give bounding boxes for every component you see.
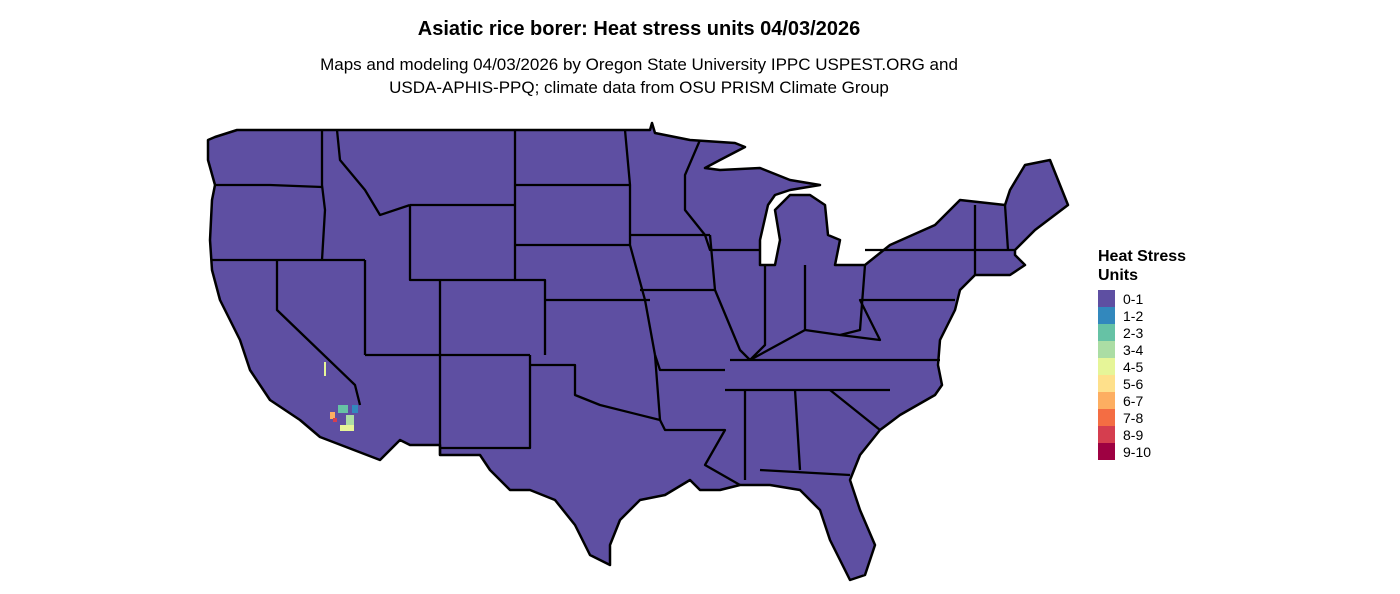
legend-swatch [1098, 358, 1115, 375]
legend-swatch [1098, 324, 1115, 341]
legend-label: 0-1 [1123, 290, 1144, 307]
legend-item: 6-7 [1098, 392, 1208, 409]
legend-item: 2-3 [1098, 324, 1208, 341]
legend: Heat Stress Units 0-1 1-2 2-3 3-4 4-5 5-6 6-7 7… [1098, 247, 1208, 460]
state-borders [212, 129, 1015, 486]
legend-swatch [1098, 307, 1115, 324]
legend-swatch [1098, 392, 1115, 409]
legend-item: 9-10 [1098, 443, 1208, 460]
heat-stress-patches [324, 362, 358, 431]
legend-label: 3-4 [1123, 341, 1144, 358]
legend-item: 8-9 [1098, 426, 1208, 443]
map-title: Asiatic rice borer: Heat stress units 04… [417, 18, 861, 40]
legend-label: 4-5 [1123, 358, 1144, 375]
legend-swatch [1098, 375, 1115, 392]
legend-swatch [1098, 290, 1115, 307]
us-outline [206, 121, 1070, 582]
legend-label: 1-2 [1123, 307, 1144, 324]
legend-swatch [1098, 409, 1115, 426]
legend-item: 3-4 [1098, 341, 1208, 358]
legend-label: 8-9 [1123, 426, 1144, 443]
legend-label: 9-10 [1123, 443, 1152, 460]
legend-item: 1-2 [1098, 307, 1208, 324]
legend-label: 6-7 [1123, 392, 1144, 409]
legend-label: 7-8 [1123, 409, 1144, 426]
legend-item: 7-8 [1098, 409, 1208, 426]
legend-swatch [1098, 426, 1115, 443]
legend-swatch [1098, 443, 1115, 460]
map-subtitle-line2: USDA-APHIS-PPQ; climate data from OSU PR… [389, 78, 889, 97]
legend-label: 2-3 [1123, 324, 1144, 341]
legend-title: Heat Stress Units [1098, 248, 1187, 284]
legend-label: 5-6 [1123, 375, 1144, 392]
legend-item: 4-5 [1098, 358, 1208, 375]
legend-swatch [1098, 341, 1115, 358]
map-subtitle-line1: Maps and modeling 04/03/2026 by Oregon S… [320, 55, 958, 74]
legend-item: 5-6 [1098, 375, 1208, 392]
legend-item: 0-1 [1098, 290, 1208, 307]
